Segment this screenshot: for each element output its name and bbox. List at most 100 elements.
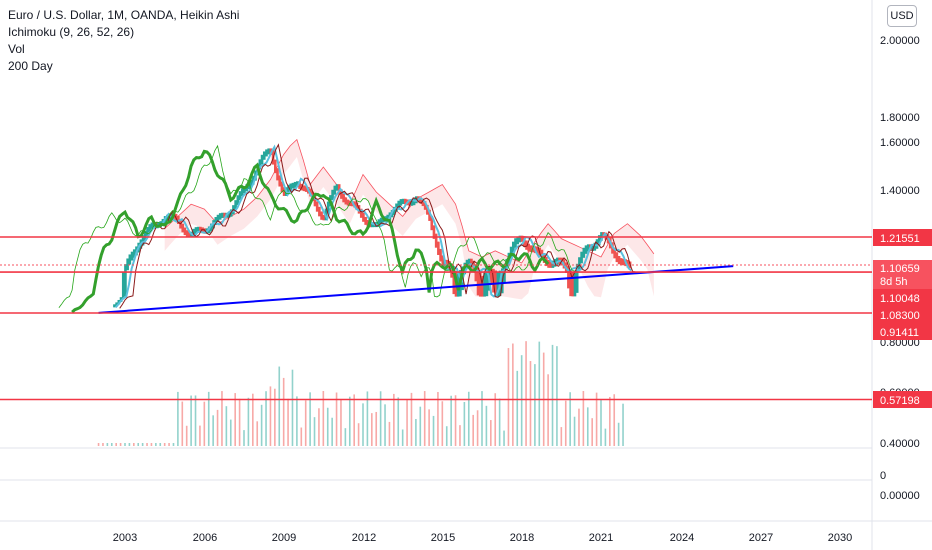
volume-bar — [371, 413, 373, 446]
candle — [518, 235, 522, 243]
price-label-text: 1.10048 — [880, 293, 920, 305]
candle — [243, 186, 246, 194]
candle — [249, 179, 253, 188]
volume-bar — [340, 399, 342, 446]
volume-bar — [600, 399, 602, 446]
candle — [322, 214, 326, 221]
candle — [421, 198, 425, 207]
candle — [511, 241, 515, 253]
candle — [622, 258, 625, 266]
volume-bar — [362, 403, 364, 446]
candle — [467, 258, 471, 266]
volume-bar — [498, 398, 501, 446]
candle — [392, 206, 396, 215]
candle — [282, 187, 286, 196]
volume-bar — [494, 393, 497, 446]
volume-bar — [490, 420, 492, 446]
volume-bar — [331, 417, 333, 446]
candle — [234, 200, 237, 211]
candle — [419, 197, 423, 204]
candle — [320, 211, 323, 220]
y-tick-label: 2.00000 — [880, 35, 920, 47]
volume-bar — [291, 369, 294, 446]
price-label-text: 0.57198 — [880, 395, 920, 407]
volume-bar — [437, 392, 439, 446]
indicator-vol-label[interactable]: Vol — [8, 42, 25, 56]
indicator-ichimoku-label[interactable]: Ichimoku (9, 26, 52, 26) — [8, 25, 135, 39]
candle — [223, 212, 226, 218]
candle — [126, 258, 129, 271]
candle — [188, 231, 191, 237]
x-tick-label: 2018 — [510, 532, 534, 544]
volume-bar — [318, 408, 320, 446]
volume-bar — [512, 343, 514, 446]
x-axis-ticks: 2003 2006 2009 2012 2015 2018 2021 2024 … — [113, 532, 852, 544]
x-tick-label: 2024 — [670, 532, 694, 544]
volume-bar — [212, 415, 214, 446]
price-label-box — [873, 289, 932, 306]
candle — [408, 200, 412, 206]
volume-bar — [476, 410, 479, 446]
candle — [437, 241, 440, 255]
volume-bar — [304, 400, 307, 446]
volume-bar — [450, 395, 452, 446]
volume-bar — [322, 391, 325, 446]
volume-bar — [225, 406, 228, 446]
candle — [221, 212, 224, 219]
volume-bar — [229, 419, 232, 446]
volume-bar — [401, 429, 404, 446]
candle — [626, 260, 630, 268]
volume-bar — [309, 392, 311, 446]
support-trendline — [98, 265, 734, 314]
candle — [124, 264, 127, 297]
candle — [340, 189, 343, 199]
candle — [192, 228, 196, 237]
volume-bar — [159, 443, 162, 446]
volume-bar — [296, 396, 298, 446]
candle — [143, 230, 147, 241]
candle — [302, 185, 306, 192]
volume-bar — [247, 397, 250, 446]
cloud-fill — [164, 139, 654, 300]
candle — [240, 188, 244, 197]
volume-bar — [564, 400, 567, 446]
candle — [183, 227, 187, 236]
candle — [130, 251, 134, 261]
price-label-box — [873, 229, 932, 246]
candle — [355, 202, 359, 210]
candle — [404, 198, 407, 205]
candle — [432, 225, 436, 239]
volume-bar — [534, 364, 536, 446]
volume-bar — [194, 395, 197, 446]
candle — [315, 201, 319, 212]
x-tick-label: 2003 — [113, 532, 137, 544]
candle — [410, 200, 414, 206]
volume-bar — [617, 422, 620, 446]
indicator-200day-label[interactable]: 200 Day — [8, 59, 53, 73]
candle — [379, 217, 383, 225]
x-tick-label: 2015 — [431, 532, 455, 544]
candle — [551, 260, 555, 268]
candle — [489, 268, 493, 286]
candle — [386, 214, 389, 222]
candle — [531, 245, 535, 253]
volume-bar — [622, 403, 624, 446]
y-axis-ticks: 2.00000 1.80000 1.60000 1.40000 0.80000 … — [880, 35, 920, 502]
price-labels: 1.21551 1.10659 8d 5h 1.10048 1.08300 0.… — [873, 229, 932, 408]
volume-bar — [582, 391, 585, 446]
currency-button[interactable]: USD — [887, 5, 917, 27]
candle — [595, 239, 599, 249]
candle — [342, 193, 345, 203]
y-tick-label: 1.80000 — [880, 112, 920, 124]
kijun-line — [119, 143, 636, 309]
volume-bar — [234, 393, 236, 446]
volume-bar — [155, 443, 157, 446]
volume-bar — [485, 405, 488, 446]
volume-bar — [282, 377, 285, 446]
symbol-title[interactable]: Euro / U.S. Dollar, 1M, OANDA, Heikin As… — [8, 8, 240, 22]
volume-bar — [463, 401, 466, 446]
volume-bar — [287, 398, 289, 446]
volume-bar — [503, 430, 505, 446]
cloud-span-a — [164, 138, 655, 264]
